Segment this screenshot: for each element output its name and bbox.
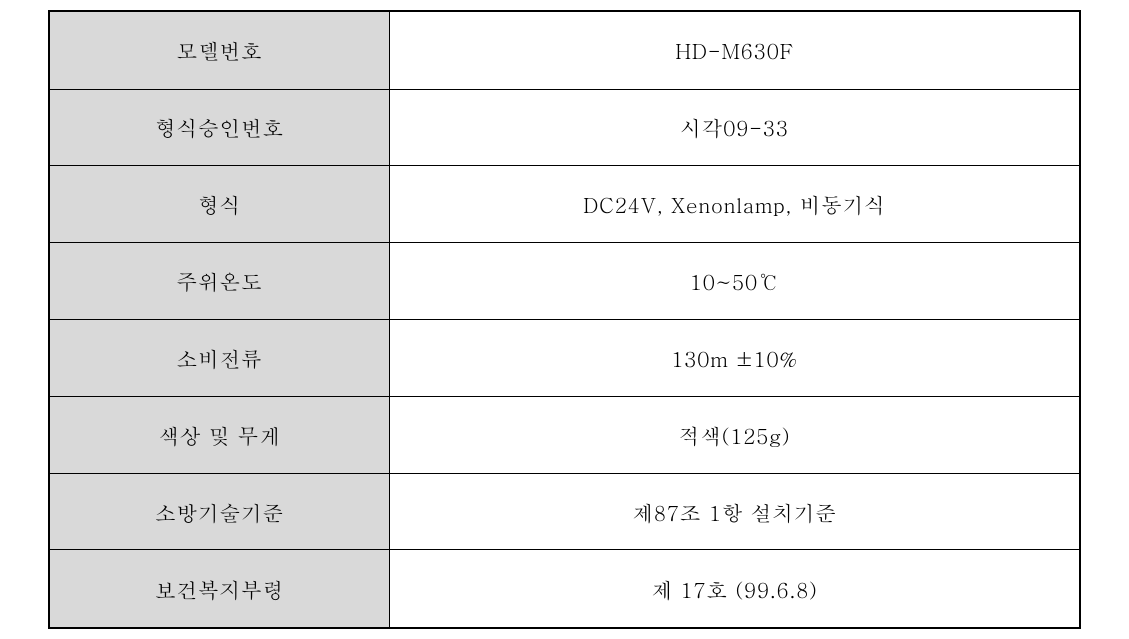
table-row: 형식 DC24V, Xenonlamp, 비동기식 bbox=[49, 166, 1080, 243]
row-value: 적색(125g) bbox=[389, 396, 1080, 473]
row-value: HD-M630F bbox=[389, 11, 1080, 89]
table-row: 소비전류 130m ±10% bbox=[49, 319, 1080, 396]
table-row: 소방기술기준 제87조 1항 설치기준 bbox=[49, 473, 1080, 550]
row-label: 보건복지부령 bbox=[49, 550, 389, 628]
table-row: 모델번호 HD-M630F bbox=[49, 11, 1080, 89]
row-label: 형식승인번호 bbox=[49, 89, 389, 166]
spec-table-wrapper: 모델번호 HD-M630F 형식승인번호 시각09-33 형식 DC24V, X… bbox=[0, 0, 1129, 639]
row-label: 색상 및 무게 bbox=[49, 396, 389, 473]
row-value: 시각09-33 bbox=[389, 89, 1080, 166]
row-label: 모델번호 bbox=[49, 11, 389, 89]
row-value: 제 17호 (99.6.8) bbox=[389, 550, 1080, 628]
table-row: 색상 및 무게 적색(125g) bbox=[49, 396, 1080, 473]
row-value: 10~50℃ bbox=[389, 243, 1080, 320]
spec-table: 모델번호 HD-M630F 형식승인번호 시각09-33 형식 DC24V, X… bbox=[48, 10, 1081, 629]
row-value: 제87조 1항 설치기준 bbox=[389, 473, 1080, 550]
row-label: 소방기술기준 bbox=[49, 473, 389, 550]
row-label: 주위온도 bbox=[49, 243, 389, 320]
row-label: 소비전류 bbox=[49, 319, 389, 396]
row-value: DC24V, Xenonlamp, 비동기식 bbox=[389, 166, 1080, 243]
table-row: 형식승인번호 시각09-33 bbox=[49, 89, 1080, 166]
row-label: 형식 bbox=[49, 166, 389, 243]
table-row: 주위온도 10~50℃ bbox=[49, 243, 1080, 320]
row-value: 130m ±10% bbox=[389, 319, 1080, 396]
table-row: 보건복지부령 제 17호 (99.6.8) bbox=[49, 550, 1080, 628]
